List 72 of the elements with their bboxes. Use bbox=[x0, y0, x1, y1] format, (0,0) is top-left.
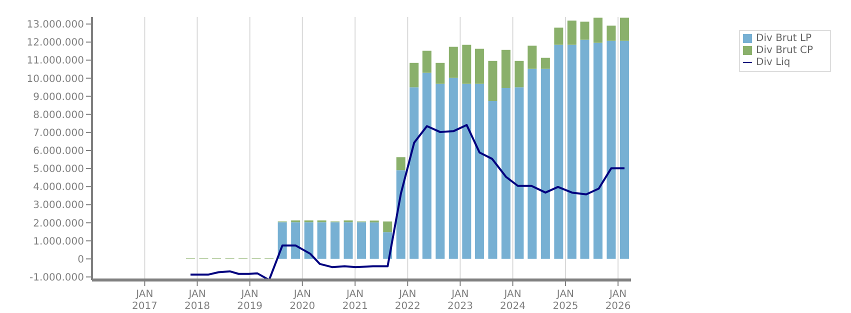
x-tick-label: JAN 2021 bbox=[342, 289, 368, 312]
y-tick-label: 6.000.000 bbox=[33, 146, 84, 158]
y-tick-label: 1.000.000 bbox=[33, 236, 84, 248]
y-tick-label: 8.000.000 bbox=[33, 110, 84, 121]
x-tick-label: JAN 2026 bbox=[605, 289, 631, 312]
bar bbox=[567, 44, 576, 259]
line-series bbox=[189, 124, 626, 280]
bar bbox=[606, 26, 616, 41]
bar bbox=[410, 62, 419, 88]
legend-label: Div Brut CP bbox=[756, 45, 813, 56]
bar bbox=[580, 22, 590, 40]
x-tick-label: JAN 2024 bbox=[500, 289, 526, 312]
x-tick-label: JAN 2017 bbox=[132, 289, 158, 312]
bar bbox=[580, 40, 590, 259]
bar bbox=[540, 68, 550, 259]
x-tick-label: JAN 2025 bbox=[552, 289, 578, 312]
bar bbox=[410, 87, 419, 259]
bar bbox=[554, 28, 564, 45]
bar bbox=[593, 42, 602, 259]
bar bbox=[448, 78, 458, 259]
bar bbox=[501, 88, 510, 259]
legend-label: Div Brut LP bbox=[756, 33, 812, 44]
y-tick-label: 11.000.000 bbox=[26, 56, 84, 67]
y-tick-label: 5.000.000 bbox=[33, 164, 84, 176]
bar bbox=[448, 46, 458, 78]
bar bbox=[606, 40, 616, 259]
bar bbox=[620, 18, 629, 41]
y-tick-label: 2.000.000 bbox=[33, 218, 84, 230]
bar bbox=[488, 60, 498, 101]
bar bbox=[436, 62, 445, 84]
bar bbox=[396, 157, 406, 170]
x-tick-label: JAN 2022 bbox=[394, 289, 420, 312]
bar bbox=[593, 18, 602, 43]
bar bbox=[357, 222, 366, 259]
bar bbox=[317, 222, 326, 259]
y-tick-label: 0 bbox=[78, 254, 84, 266]
bar bbox=[383, 221, 392, 232]
bar bbox=[528, 46, 537, 69]
bar bbox=[422, 72, 432, 259]
bar bbox=[567, 20, 576, 45]
bar bbox=[528, 68, 537, 259]
bar bbox=[462, 84, 472, 259]
y-tick-label: -1.000.000 bbox=[29, 272, 84, 284]
bar bbox=[488, 100, 498, 259]
y-tick-label: 9.000.000 bbox=[33, 92, 84, 103]
y-tick-label: 3.000.000 bbox=[33, 200, 84, 212]
bar bbox=[436, 84, 445, 259]
bar bbox=[370, 222, 379, 259]
y-tick-label: 4.000.000 bbox=[33, 182, 84, 194]
bar bbox=[514, 87, 524, 259]
bar bbox=[344, 222, 353, 259]
bar bbox=[330, 222, 340, 259]
bar bbox=[474, 84, 484, 259]
bar bbox=[620, 40, 629, 259]
x-tick-label: JAN 2019 bbox=[237, 289, 263, 312]
x-tick-label: JAN 2020 bbox=[290, 289, 316, 312]
y-tick-label: 12.000.000 bbox=[26, 38, 84, 49]
bar bbox=[462, 44, 472, 84]
bar bbox=[554, 44, 564, 259]
bar bbox=[474, 48, 484, 84]
y-tick-label: 7.000.000 bbox=[33, 128, 84, 139]
bar bbox=[514, 60, 524, 88]
bar bbox=[422, 50, 432, 73]
y-tick-label: 13.000.000 bbox=[26, 20, 84, 31]
legend-label: Div Liq bbox=[756, 57, 790, 68]
y-tick-label: 10.000.000 bbox=[26, 74, 84, 85]
bar bbox=[304, 222, 314, 259]
x-tick-label: JAN 2023 bbox=[447, 289, 473, 312]
bar bbox=[291, 222, 300, 259]
bar bbox=[501, 50, 510, 88]
bar bbox=[540, 58, 550, 69]
x-tick-label: JAN 2018 bbox=[184, 289, 210, 312]
